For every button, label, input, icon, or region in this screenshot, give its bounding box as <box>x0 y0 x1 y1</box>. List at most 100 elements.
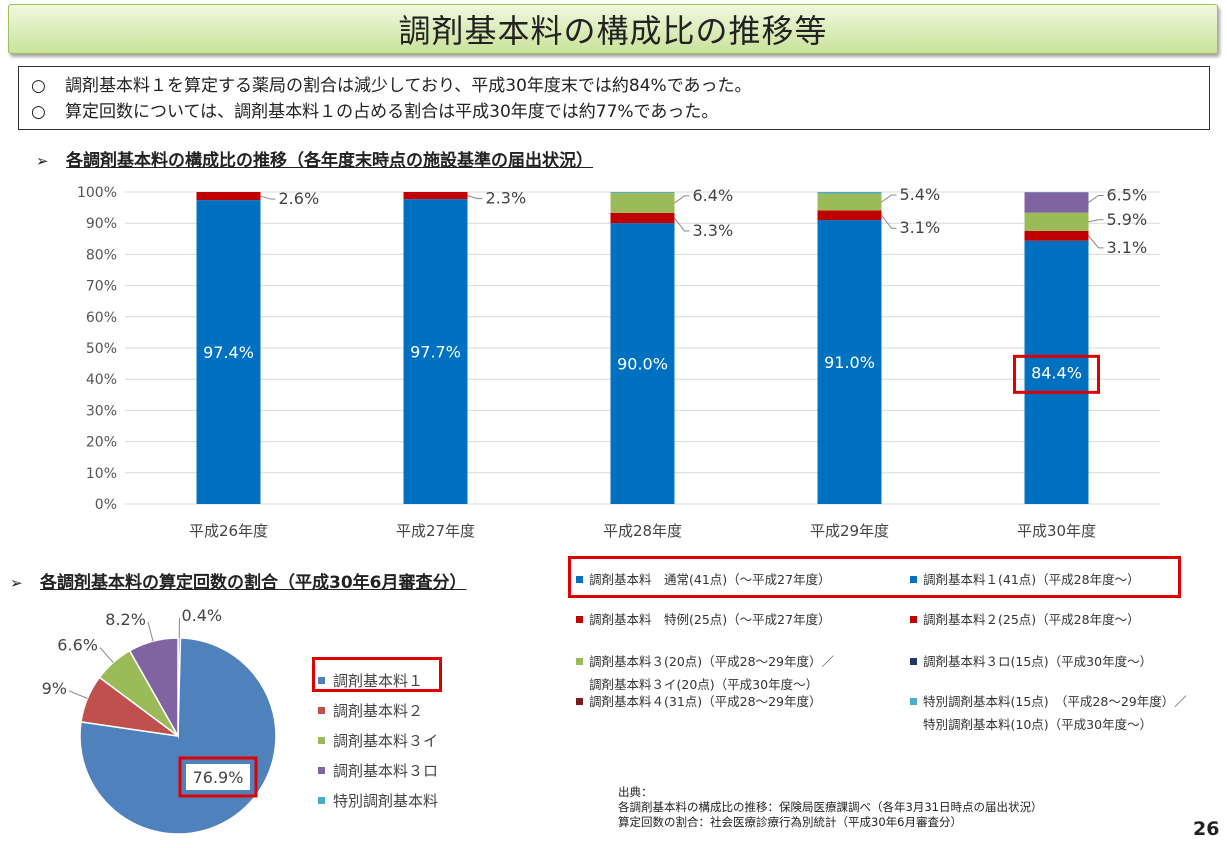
bar-data-label: 3.1% <box>900 218 941 237</box>
section-heading-composition: ➢ 各調剤基本料の構成比の推移（各年度末時点の施設基準の届出状況） <box>36 146 593 171</box>
bar-data-label: 97.4% <box>203 343 254 362</box>
legend-label: 調剤基本料２ <box>333 701 424 720</box>
bar-segment <box>1024 240 1089 504</box>
y-tick-label: 10% <box>86 466 117 482</box>
bar-segment <box>817 193 882 211</box>
bar-segment <box>610 212 675 224</box>
leader-line <box>467 195 483 200</box>
legend-swatch <box>576 576 583 583</box>
bar-segment <box>196 192 261 201</box>
bar-segment <box>610 192 675 213</box>
x-category-label: 平成29年度 <box>810 522 889 540</box>
legend-swatch <box>318 676 325 684</box>
legend-item: 調剤基本料２ <box>318 695 438 725</box>
bar-segment <box>403 192 468 200</box>
leader-line <box>1088 235 1104 249</box>
highlight-box <box>1013 354 1100 394</box>
legend-label: 調剤基本料２(25点)（平成28年度〜） <box>923 612 1140 627</box>
legend-item: 調剤基本料４(31点)（平成28〜29年度） <box>576 690 821 713</box>
legend-swatch <box>576 658 583 665</box>
highlight-box <box>568 556 1181 598</box>
pie-legend: 調剤基本料１ 調剤基本料２ 調剤基本料３イ 調剤基本料３ロ 特別調剤基本料 <box>318 665 438 815</box>
legend-swatch <box>318 766 325 774</box>
leader-line <box>68 690 88 699</box>
source-note: 出典： 各調剤基本料の構成比の推移：保険局医療課調べ（各年3月31日時点の届出状… <box>618 785 1042 830</box>
bar-data-label: 97.7% <box>410 343 461 362</box>
y-tick-label: 50% <box>86 341 117 357</box>
bar-data-label: 3.3% <box>693 221 734 240</box>
bar-data-label: 91.0% <box>824 353 875 372</box>
pie-chart: 76.9% 7.9% 6.6% 8.2% 0.4% <box>40 606 277 835</box>
leader-line <box>260 195 276 200</box>
arrow-bullet-icon: ➢ <box>36 152 49 170</box>
leader-line <box>1088 219 1104 223</box>
y-tick-label: 20% <box>86 435 117 451</box>
legend-item: 調剤基本料３イ <box>318 725 438 755</box>
leader-line <box>99 647 114 663</box>
page-title: 調剤基本料の構成比の推移等 <box>398 12 828 50</box>
legend-swatch <box>318 736 325 744</box>
bar-data-label: 3.1% <box>1107 238 1148 257</box>
bar-data-label: 84.4% <box>1031 363 1082 382</box>
y-tick-label: 30% <box>86 403 117 419</box>
bar-data-label: 5.4% <box>900 185 941 204</box>
legend-label: 調剤基本料３イ <box>333 731 439 750</box>
pie-data-label: 7.9% <box>40 679 67 698</box>
y-tick-label: 70% <box>86 279 117 295</box>
legend-swatch <box>576 616 583 623</box>
bar-data-label: 6.5% <box>1107 185 1148 204</box>
section-heading-text: 各調剤基本料の構成比の推移（各年度末時点の施設基準の届出状況） <box>66 151 593 171</box>
bar-data-label: 5.9% <box>1107 210 1148 229</box>
legend-item: 特別調剤基本料(15点) （平成28〜29年度）／ 特別調剤基本料(10点)（平成… <box>910 690 1187 736</box>
legend-label: 調剤基本料１ <box>333 671 424 690</box>
bar-segment <box>817 210 882 221</box>
legend-label: 特別調剤基本料 <box>333 791 439 810</box>
bar-segment <box>610 192 675 193</box>
bar-data-label: 90.0% <box>617 355 668 374</box>
title-banner: 調剤基本料の構成比の推移等 <box>8 4 1218 54</box>
source-line: 各調剤基本料の構成比の推移：保険局医療課調べ（各年3月31日時点の届出状況） <box>618 800 1043 814</box>
legend-item: 調剤基本料 特例(25点)（〜平成27年度） <box>576 608 831 631</box>
leader-line <box>881 214 897 229</box>
pie-data-label: 0.4% <box>181 606 222 625</box>
section-heading-counts: ➢ 各調剤基本料の算定回数の割合（平成30年6月審査分） <box>10 568 467 593</box>
x-category-label: 平成26年度 <box>189 522 268 540</box>
bar-data-label: 2.6% <box>279 189 320 208</box>
y-tick-label: 60% <box>86 310 117 326</box>
leader-line <box>1088 194 1104 203</box>
legend-label: 特別調剤基本料(15点) （平成28〜29年度）／ 特別調剤基本料(10点)（平成… <box>923 694 1187 732</box>
legend-swatch <box>910 658 917 665</box>
x-category-label: 平成27年度 <box>396 522 475 540</box>
summary-line: ○ 調剤基本料１を算定する薬局の割合は減少しており、平成30年度末では約84%であ… <box>31 73 1199 99</box>
legend-item: 調剤基本料１(41点)（平成28年度〜） <box>910 568 1140 591</box>
pie-data-label: 76.9% <box>193 768 244 787</box>
y-tick-label: 90% <box>86 216 117 232</box>
legend-swatch <box>318 796 325 804</box>
legend-item: 調剤基本料３ロ <box>318 755 438 785</box>
source-heading: 出典： <box>618 785 653 799</box>
summary-line: ○ 算定回数については、調剤基本料１の占める割合は平成30年度では約77%であった… <box>31 99 1199 125</box>
legend-item: 調剤基本料１ <box>318 665 438 695</box>
bar-segment <box>610 223 675 504</box>
leader-line <box>881 194 897 203</box>
legend-swatch <box>910 698 917 705</box>
legend-item: 調剤基本料２(25点)（平成28年度〜） <box>910 608 1140 631</box>
bar-data-label: 6.4% <box>693 186 734 205</box>
bar-segment <box>817 192 882 194</box>
pie-data-label: 6.6% <box>57 635 98 654</box>
bar-segment <box>196 200 261 504</box>
highlight-box <box>178 756 258 798</box>
summary-box: ○ 調剤基本料１を算定する薬局の割合は減少しており、平成30年度末では約84%であ… <box>18 66 1210 130</box>
legend-item: 調剤基本料３ロ(15点)（平成30年度〜） <box>910 650 1152 673</box>
legend-swatch <box>910 616 917 623</box>
x-category-label: 平成28年度 <box>603 522 682 540</box>
bar-segment <box>403 199 468 504</box>
y-tick-label: 40% <box>86 372 117 388</box>
bar-segment <box>1024 192 1089 213</box>
source-line: 算定回数の割合：社会医療診療行為別統計（平成30年6月審査分） <box>618 815 962 829</box>
page-number: 26 <box>1193 818 1220 840</box>
leader-line <box>674 195 690 204</box>
bar-segment <box>1024 212 1089 231</box>
legend-label: 調剤基本料３ロ <box>333 761 439 780</box>
highlight-box <box>312 657 442 692</box>
